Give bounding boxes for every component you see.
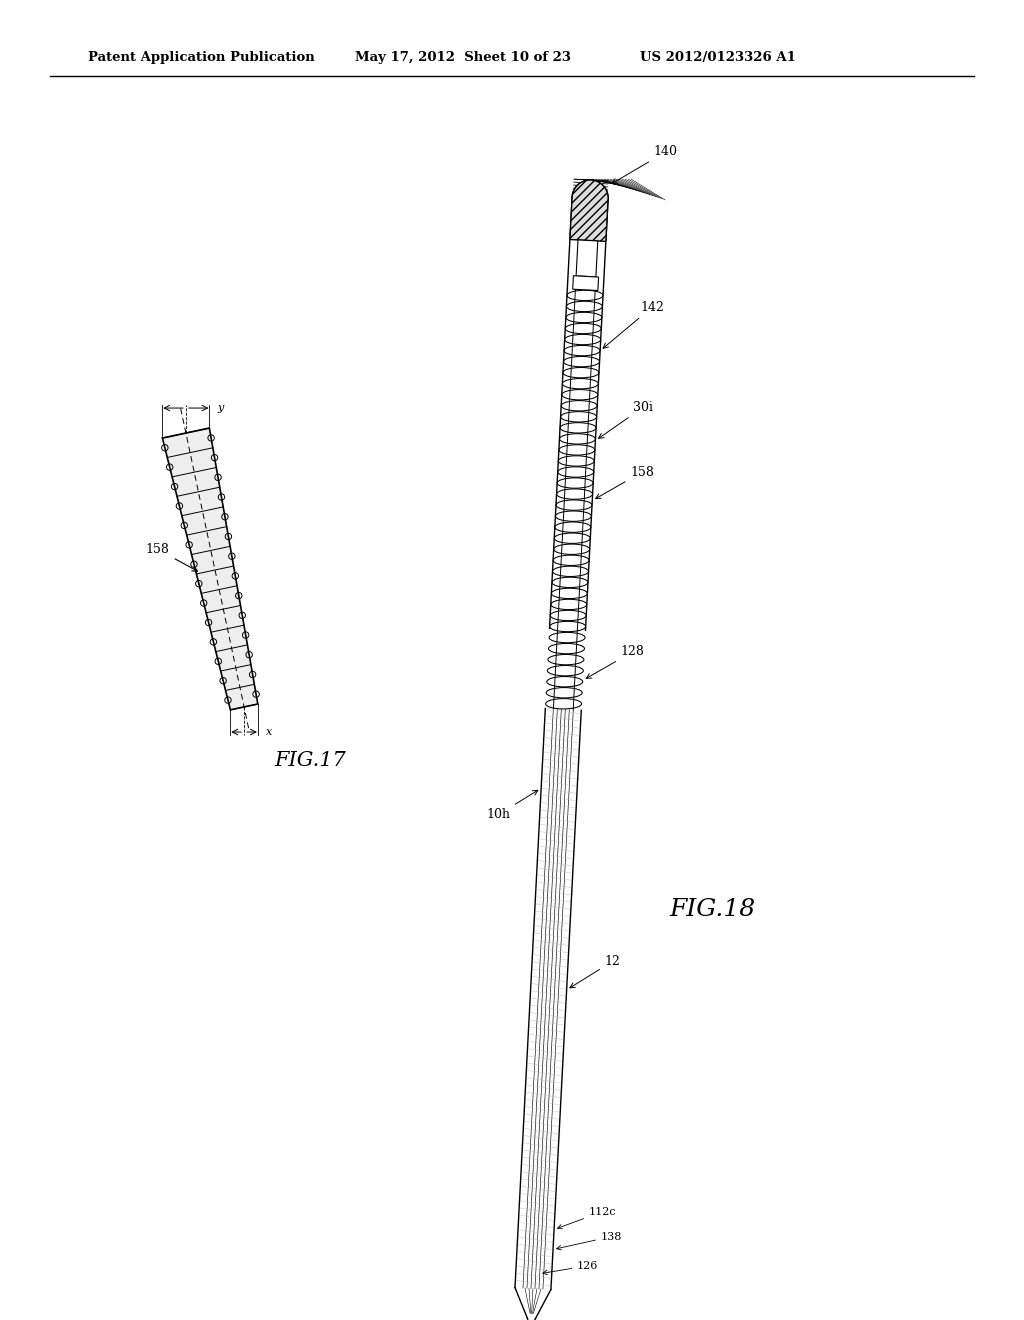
Text: y: y: [217, 403, 223, 413]
Text: 140: 140: [612, 145, 678, 183]
Text: FIG.17: FIG.17: [274, 751, 346, 770]
Polygon shape: [577, 240, 598, 277]
Text: 128: 128: [586, 645, 645, 678]
Text: 30i: 30i: [599, 400, 653, 438]
Polygon shape: [572, 276, 599, 290]
Text: 126: 126: [543, 1261, 598, 1275]
Text: x: x: [266, 727, 272, 737]
Text: 158: 158: [145, 543, 198, 572]
Text: 12: 12: [570, 954, 621, 987]
Text: 158: 158: [596, 466, 654, 499]
Text: Patent Application Publication: Patent Application Publication: [88, 51, 314, 65]
Text: FIG.18: FIG.18: [670, 898, 756, 920]
Text: 138: 138: [557, 1232, 623, 1250]
Text: 142: 142: [603, 301, 664, 348]
Text: 10h: 10h: [486, 791, 538, 821]
Text: May 17, 2012  Sheet 10 of 23: May 17, 2012 Sheet 10 of 23: [355, 51, 571, 65]
Text: 112c: 112c: [557, 1206, 616, 1229]
Text: US 2012/0123326 A1: US 2012/0123326 A1: [640, 51, 796, 65]
Polygon shape: [163, 428, 258, 710]
Polygon shape: [570, 180, 608, 242]
